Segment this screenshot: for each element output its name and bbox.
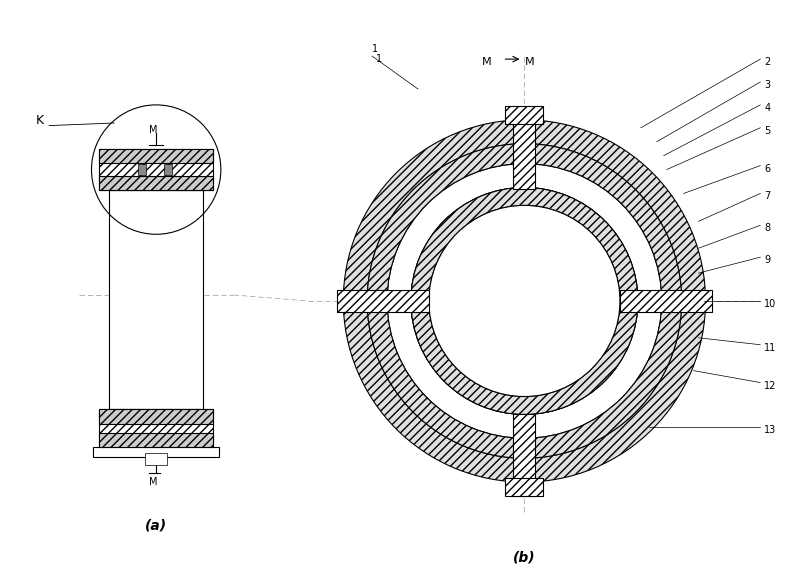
Bar (99, 433, 214, 447)
Text: (b): (b) (513, 551, 536, 565)
Bar (99, 409, 214, 424)
Text: M: M (482, 57, 491, 67)
Text: 12: 12 (764, 381, 777, 391)
Text: M: M (150, 125, 158, 135)
Bar (99, 176, 214, 191)
Bar (338, 290, 429, 312)
Circle shape (411, 188, 638, 415)
Bar (109, 191, 203, 409)
Bar (514, 117, 535, 189)
Bar (146, 453, 167, 465)
Bar (99, 149, 214, 163)
Text: 3: 3 (764, 80, 770, 90)
Bar (620, 290, 711, 312)
Bar (514, 415, 535, 496)
Text: 11: 11 (764, 343, 777, 353)
Text: 5: 5 (764, 126, 770, 136)
Text: M: M (150, 477, 158, 487)
Bar (138, 164, 146, 175)
Bar (99, 149, 214, 191)
Text: (a): (a) (145, 519, 167, 533)
Text: 6: 6 (764, 164, 770, 174)
Bar (506, 478, 543, 496)
Circle shape (429, 205, 620, 396)
Text: 2: 2 (764, 57, 770, 67)
Text: K: K (36, 114, 44, 127)
Text: 9: 9 (764, 255, 770, 265)
Bar (93, 447, 219, 457)
Bar (506, 106, 543, 124)
Bar (164, 164, 172, 175)
Text: 7: 7 (764, 191, 770, 202)
Text: M: M (525, 57, 534, 67)
Bar (99, 409, 214, 447)
Text: 1: 1 (376, 54, 382, 64)
Text: 13: 13 (764, 426, 777, 436)
Text: 10: 10 (764, 299, 777, 309)
Text: 4: 4 (764, 103, 770, 113)
Text: 1: 1 (372, 44, 378, 54)
Text: 8: 8 (764, 223, 770, 233)
